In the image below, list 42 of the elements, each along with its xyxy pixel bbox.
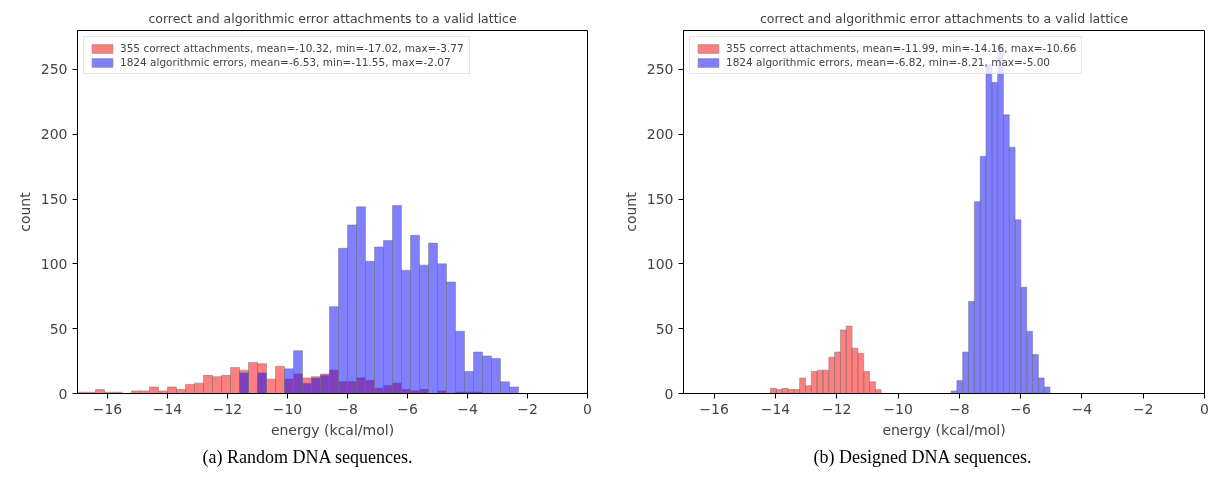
x-tick-label: −14 [152, 400, 183, 417]
chart-title: correct and algorithmic error attachments to a valid lattice [148, 10, 517, 26]
y-tick-label: 100 [40, 255, 68, 272]
y-tick-label: 200 [646, 126, 674, 143]
y-tick-label: 200 [40, 126, 68, 143]
legend-label: 1824 algorithmic errors, mean=-6.53, min=-11.55, max=-2.07 [120, 56, 451, 68]
x-tick-label: −6 [1010, 400, 1032, 417]
y-tick-label: 250 [646, 61, 674, 78]
x-tick-label: 0 [583, 400, 592, 417]
x-tick-label: −2 [517, 400, 538, 417]
x-tick-label: −8 [337, 400, 358, 417]
text: (a) Random DNA sequences. [202, 446, 413, 469]
x-tick-label: −16 [92, 400, 123, 417]
legend-label: 355 correct attachments, mean=-10.32, min=-17.02, max=-3.77 [120, 42, 464, 54]
text: (b) Designed DNA sequences. [813, 446, 1032, 469]
x-tick-label: −16 [699, 400, 730, 417]
y-tick-label: 0 [58, 385, 68, 402]
x-tick-label: −10 [272, 400, 303, 417]
x-tick-label: −14 [760, 400, 791, 417]
x-axis-title: energy (kcal/mol) [270, 421, 395, 438]
y-tick-label: 150 [40, 191, 68, 208]
x-tick-label: −4 [1071, 400, 1093, 417]
x-tick-label: 0 [1200, 400, 1209, 417]
x-axis-title: energy (kcal/mol) [882, 421, 1006, 438]
y-axis-title: count [16, 191, 33, 232]
x-tick-label: −10 [883, 400, 913, 417]
y-tick-label: 100 [646, 255, 674, 272]
y-tick-label: 0 [664, 385, 674, 402]
y-tick-label: 150 [646, 191, 674, 208]
y-tick-label: 250 [40, 61, 68, 78]
y-tick-label: 50 [655, 320, 674, 337]
x-tick-label: −6 [397, 400, 418, 417]
legend-label: 355 correct attachments, mean=-11.99, min=-14.16, max=-10.66 [726, 42, 1077, 54]
y-tick-label: 50 [49, 320, 68, 337]
x-tick-label: −12 [212, 400, 243, 417]
legend-label: 1824 algorithmic errors, mean=-6.82, min=-8.21, max=-5.00 [726, 56, 1051, 68]
x-tick-label: −8 [949, 400, 970, 417]
x-tick-label: −2 [1132, 400, 1154, 417]
x-tick-label: −12 [821, 400, 852, 417]
x-tick-label: −4 [457, 400, 478, 417]
chart-title: correct and algorithmic error attachments to a valid lattice [759, 10, 1129, 26]
y-axis-title: count [622, 191, 639, 232]
